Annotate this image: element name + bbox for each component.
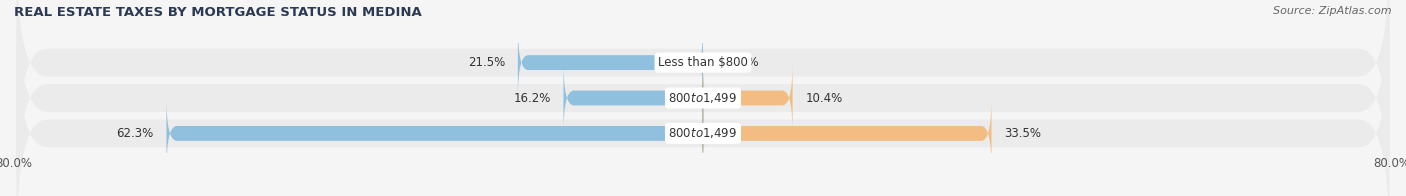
FancyBboxPatch shape — [517, 28, 703, 98]
Text: 16.2%: 16.2% — [513, 92, 551, 104]
Text: 0.0%: 0.0% — [728, 56, 758, 69]
Text: 33.5%: 33.5% — [1004, 127, 1042, 140]
FancyBboxPatch shape — [166, 98, 703, 168]
FancyBboxPatch shape — [17, 0, 1389, 173]
FancyBboxPatch shape — [17, 0, 1389, 196]
Text: $800 to $1,499: $800 to $1,499 — [668, 126, 738, 140]
Text: 10.4%: 10.4% — [806, 92, 842, 104]
Text: 21.5%: 21.5% — [468, 56, 505, 69]
Text: Source: ZipAtlas.com: Source: ZipAtlas.com — [1274, 6, 1392, 16]
Text: Less than $800: Less than $800 — [658, 56, 748, 69]
FancyBboxPatch shape — [703, 63, 793, 133]
Text: REAL ESTATE TAXES BY MORTGAGE STATUS IN MEDINA: REAL ESTATE TAXES BY MORTGAGE STATUS IN … — [14, 6, 422, 19]
FancyBboxPatch shape — [564, 63, 703, 133]
FancyBboxPatch shape — [17, 23, 1389, 196]
Text: $800 to $1,499: $800 to $1,499 — [668, 91, 738, 105]
Legend: Without Mortgage, With Mortgage: Without Mortgage, With Mortgage — [579, 193, 827, 196]
FancyBboxPatch shape — [703, 98, 991, 168]
Text: 62.3%: 62.3% — [117, 127, 153, 140]
